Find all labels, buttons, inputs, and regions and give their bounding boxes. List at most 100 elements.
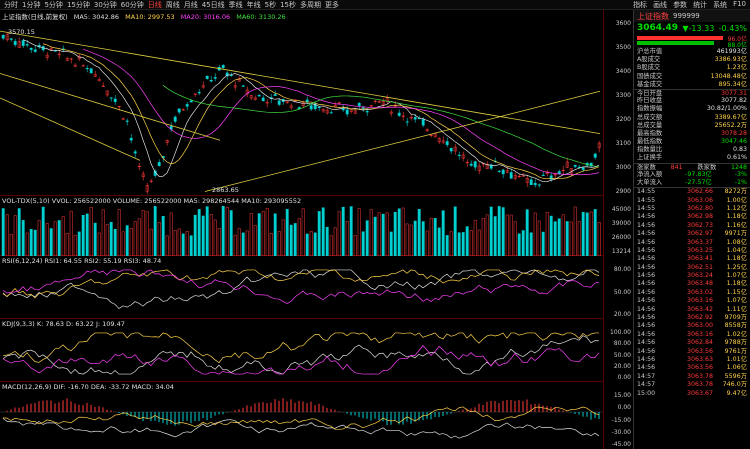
volume-bar [69, 210, 73, 256]
volume-bar [29, 229, 33, 256]
stat-label: 国债成交 [637, 72, 663, 80]
stat-value: 3389.67亿 [714, 113, 747, 121]
tick-volume: 9709万 [724, 314, 747, 322]
timeframe-0[interactable]: 分时 [4, 0, 18, 9]
candle-body [245, 89, 249, 95]
tick-time: 14:57 [637, 372, 656, 380]
tick-price: 3062.84 [686, 339, 713, 347]
timeframe-15[interactable]: 更多 [325, 0, 340, 9]
candle-body [441, 140, 445, 143]
menu-item-4[interactable]: 系统 [713, 1, 728, 9]
stat-value: 895.34亿 [718, 80, 747, 88]
timeframe-7[interactable]: 周线 [165, 0, 180, 9]
kdj-chart[interactable]: KDJ(9,3,3) K: 78.63 D: 63.22 J: 109.47 [0, 319, 603, 382]
candle-body [529, 179, 533, 185]
macd-chart[interactable]: MACD(12,26,9) DIF: -16.70 DEA: -33.72 MA… [0, 382, 603, 449]
volume-bar [57, 220, 61, 256]
timeframe-6[interactable]: 日线 [147, 0, 162, 9]
kdj-legend: KDJ(9,3,3) K: 78.63 D: 63.22 J: 109.47 [2, 320, 125, 328]
candle-body [301, 102, 305, 107]
menu-item-0[interactable]: 指标 [633, 1, 648, 9]
volume-bar [89, 207, 93, 256]
candle-body [329, 112, 333, 114]
volume-bar [125, 225, 129, 256]
menu-item-1[interactable]: 画线 [653, 1, 668, 9]
volume-bar [9, 233, 13, 256]
menu-item-2[interactable]: 参数 [673, 1, 688, 9]
tick-time: 14:56 [637, 322, 656, 330]
rsi-chart[interactable]: RSI(6,12,24) RSI1: 64.55 RSI2: 55.19 RSI… [0, 256, 603, 319]
volume-bar [229, 210, 233, 256]
volume-bar [141, 210, 145, 256]
tick-time: 14:56 [637, 339, 656, 347]
candle-body [353, 110, 357, 114]
candle-body [397, 112, 401, 116]
volume-bar [437, 227, 441, 256]
volume-bar [329, 235, 333, 256]
volume-bar [49, 228, 53, 256]
tick-row: 14:56 3063.48 1.18亿 [634, 280, 750, 288]
stat-value: 13048.48亿 [710, 72, 747, 80]
candle-body [137, 165, 141, 168]
candle-body [537, 184, 541, 186]
volume-bar [193, 214, 197, 256]
volume-bar [185, 231, 189, 256]
tick-row: 14:56 3062.73 1.16亿 [634, 222, 750, 230]
volume-bar [441, 210, 445, 256]
menu-item-5[interactable]: F10 [733, 0, 746, 8]
candle-body [185, 104, 189, 107]
candle-body [317, 106, 321, 109]
timeframe-3[interactable]: 15分钟 [66, 0, 90, 9]
candle-body [65, 58, 69, 61]
candle-body [125, 120, 129, 122]
kline-chart[interactable]: 上证指数(日线,前复权) MA5: 3042.86 MA10: 2997.53 … [0, 10, 603, 196]
timeframe-11[interactable]: 年线 [246, 0, 261, 9]
candle-body [105, 90, 109, 96]
candle-body [521, 175, 525, 177]
volume-bar [381, 213, 385, 256]
volume-bar [545, 212, 549, 256]
volume-bar [333, 227, 337, 256]
volume-bar [445, 235, 449, 256]
volume-bar [113, 228, 117, 256]
timeframe-10[interactable]: 季线 [228, 0, 243, 9]
menu-item-3[interactable]: 统计 [693, 1, 708, 9]
candle-body [525, 178, 529, 183]
tick-row: 14:56 3062.98 1.18亿 [634, 213, 750, 221]
volume-bar [237, 228, 241, 256]
candle-body [133, 151, 137, 154]
axis-tick: 20.00 [613, 311, 631, 318]
timeframe-1[interactable]: 1分钟 [22, 0, 41, 9]
tick-volume: 1.15亿 [726, 288, 747, 296]
stat-row: 指数振幅 30.82/1.00% [634, 105, 750, 113]
timeframe-12[interactable]: 5秒 [264, 0, 277, 9]
tick-volume: 1.02亿 [726, 330, 747, 338]
stat-row: A股成交 3386.93亿 [634, 56, 750, 64]
timeframe-8[interactable]: 月线 [183, 0, 198, 9]
flow-row: 大单流入 -27.57亿 -1% [634, 179, 750, 187]
tick-volume: 9761万 [724, 347, 747, 355]
timeframe-5[interactable]: 60分钟 [120, 0, 144, 9]
volume-bar [301, 208, 305, 256]
volume-chart[interactable]: VOL-TDX(5,10) VVOL: 256522000 VOLUME: 25… [0, 196, 603, 256]
volume-bar [541, 231, 545, 256]
candle-body [477, 165, 481, 172]
volume-bar [145, 211, 149, 256]
tick-volume: 1.04亿 [726, 246, 747, 254]
candle-body [237, 78, 241, 82]
volume-bar [189, 235, 193, 256]
trend-line [0, 73, 221, 141]
candle-body [129, 137, 133, 141]
tick-list[interactable]: 14:55 3062.66 8272万 14:55 3063.06 1.00亿 14:55 3… [634, 187, 750, 398]
volume-bar [137, 218, 141, 256]
volume-bar [517, 233, 521, 256]
volume-bar [241, 232, 245, 256]
candle-body [381, 101, 385, 106]
timeframe-4[interactable]: 30分钟 [93, 0, 117, 9]
timeframe-9[interactable]: 45日线 [201, 0, 225, 9]
updown-row: 涨家数 841 跌家数 1248 [634, 162, 750, 171]
timeframe-14[interactable]: 多周期 [300, 0, 322, 9]
timeframe-2[interactable]: 5分钟 [44, 0, 63, 9]
candle-body [313, 103, 317, 110]
timeframe-13[interactable]: 15秒 [280, 0, 297, 9]
